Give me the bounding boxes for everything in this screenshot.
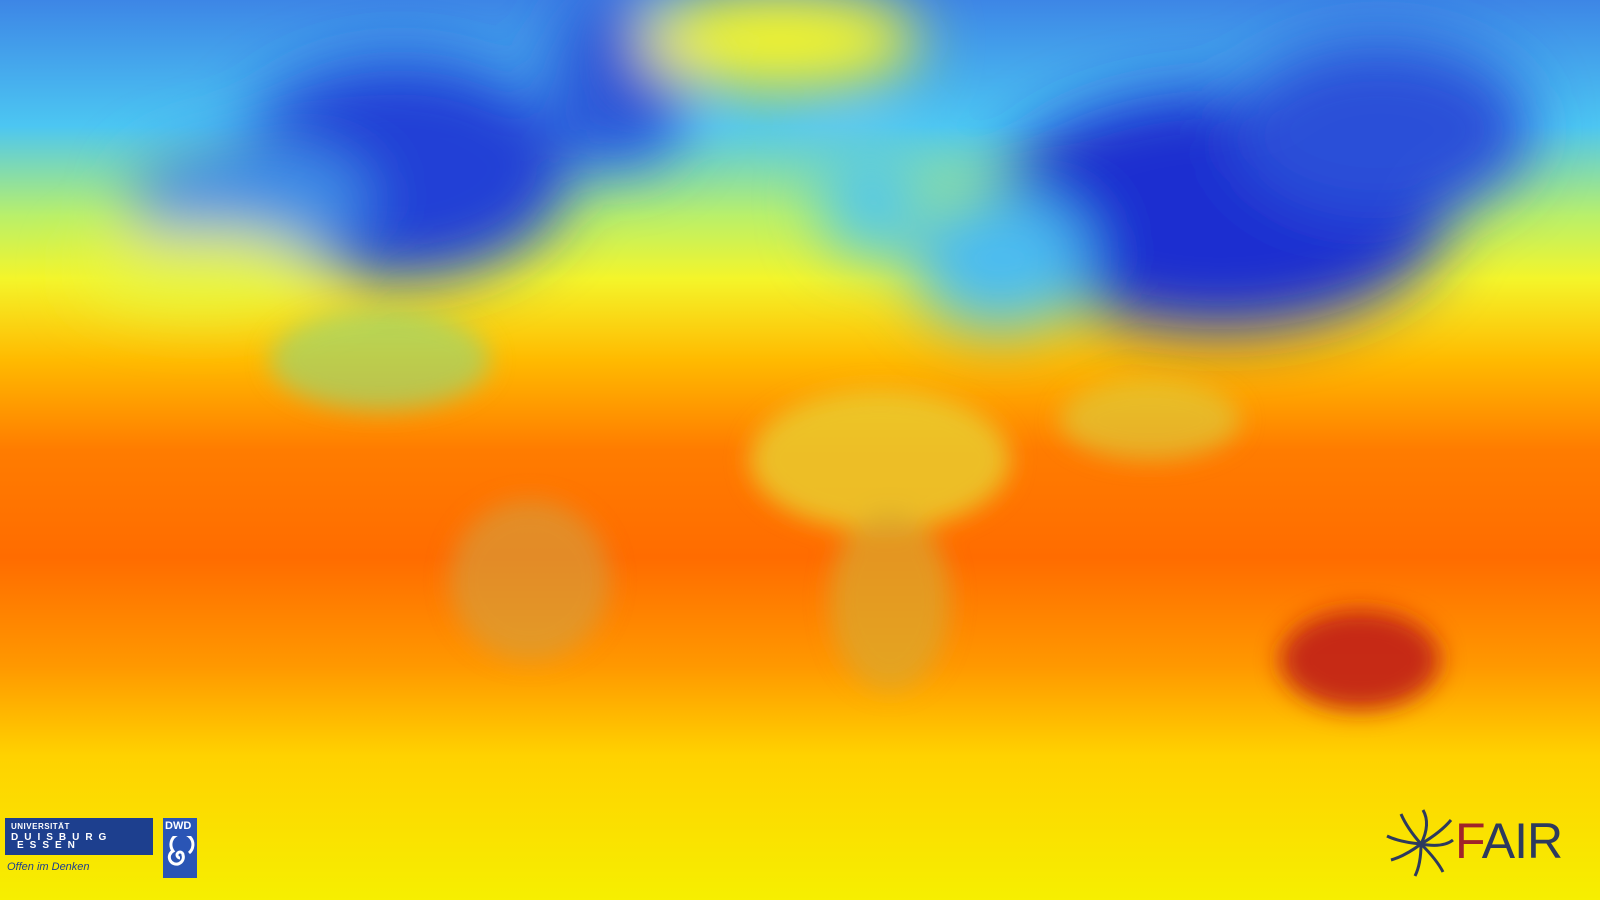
dwd-logo: DWD — [163, 818, 197, 878]
fair-logo: FAIR — [1385, 806, 1570, 878]
ude-logo-line1: UNIVERSITÄT — [11, 822, 70, 831]
ude-motto: Offen im Denken — [7, 861, 90, 873]
fair-logo-text: FAIR — [1455, 813, 1563, 869]
spiral-icon — [167, 836, 195, 866]
vortex-icon — [1386, 809, 1454, 877]
dwd-logo-text: DWD — [165, 820, 192, 832]
land-regions — [270, 310, 1440, 710]
university-duisburg-essen-logo: UNIVERSITÄT DUISBURG ESSEN — [5, 818, 153, 855]
ude-logo-line3: ESSEN — [17, 840, 81, 851]
ude-logo-line2: DUISBURG — [11, 832, 113, 843]
cold-regions — [80, 0, 1530, 330]
